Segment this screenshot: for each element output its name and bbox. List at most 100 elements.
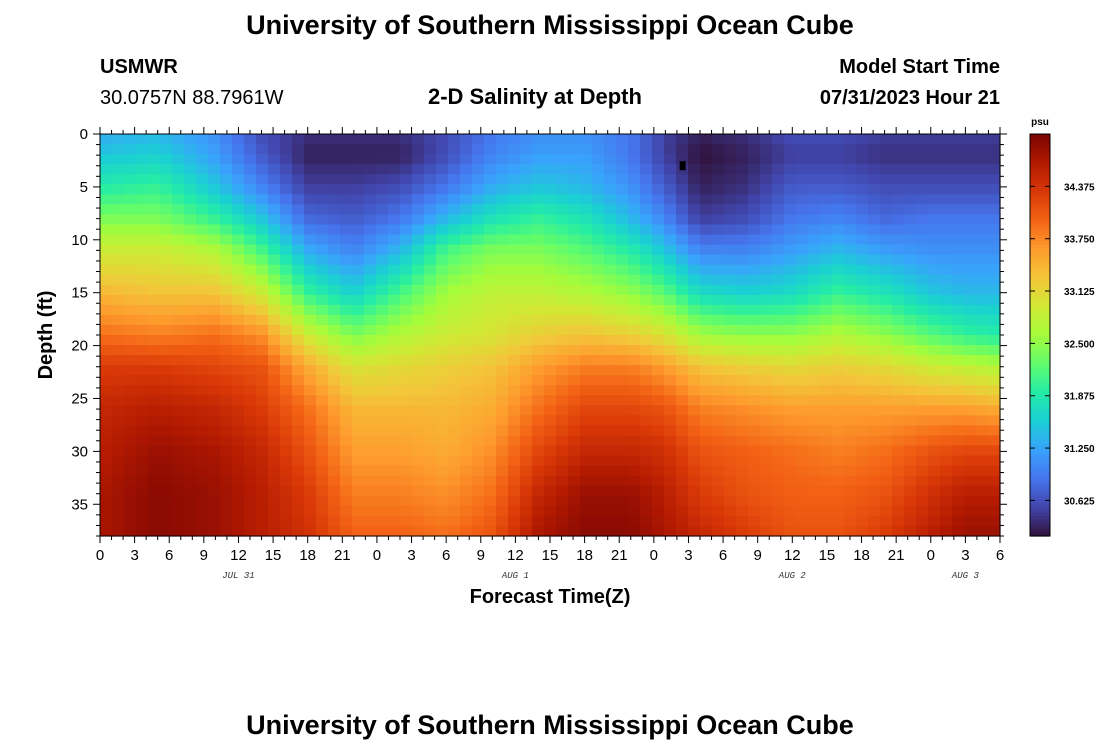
heatmap-cell xyxy=(136,515,149,527)
heatmap-cell xyxy=(460,214,473,226)
heatmap-cell xyxy=(496,465,509,477)
heatmap-cell xyxy=(724,304,737,316)
heatmap-cell xyxy=(940,294,953,306)
heatmap-cell xyxy=(220,144,233,155)
heatmap-cell xyxy=(688,234,701,246)
heatmap-cell xyxy=(136,244,149,256)
heatmap-cell xyxy=(100,154,113,165)
heatmap-cell xyxy=(172,405,185,416)
heatmap-cell xyxy=(328,445,341,457)
heatmap-cell xyxy=(388,435,401,447)
heatmap-cell xyxy=(760,385,773,396)
heatmap-cell xyxy=(868,405,881,416)
heatmap-cell xyxy=(940,234,953,246)
heatmap-cell xyxy=(340,164,353,175)
heatmap-cell xyxy=(556,134,569,145)
heatmap-cell xyxy=(928,355,941,366)
heatmap-cell xyxy=(328,505,341,517)
heatmap-cell xyxy=(172,154,185,165)
heatmap-cell xyxy=(508,174,521,185)
heatmap-cell xyxy=(700,244,713,256)
heatmap-cell xyxy=(436,294,449,306)
heatmap-cell xyxy=(268,365,281,376)
heatmap-cell xyxy=(220,164,233,175)
heatmap-cell xyxy=(952,465,965,477)
heatmap-cell xyxy=(556,495,569,507)
heatmap-cell xyxy=(772,234,785,246)
heatmap-cell xyxy=(676,345,689,356)
heatmap-cell xyxy=(760,134,773,145)
heatmap-cell xyxy=(496,415,509,427)
heatmap-cell xyxy=(784,264,797,276)
heatmap-cell xyxy=(328,254,341,266)
heatmap-cell xyxy=(676,505,689,517)
heatmap-cell xyxy=(640,365,653,376)
heatmap-cell xyxy=(580,435,593,447)
heatmap-cell xyxy=(244,365,257,376)
x-tick-label: 21 xyxy=(611,547,628,564)
heatmap-cell xyxy=(616,154,629,165)
heatmap-cell xyxy=(664,214,677,226)
heatmap-cell xyxy=(952,264,965,276)
heatmap-cell xyxy=(388,164,401,175)
heatmap-cell xyxy=(424,324,437,336)
heatmap-cell xyxy=(184,345,197,356)
heatmap-cell xyxy=(496,154,509,165)
heatmap-cell xyxy=(364,254,377,266)
heatmap-cell xyxy=(688,395,701,406)
heatmap-cell xyxy=(892,475,905,487)
heatmap-cell xyxy=(892,284,905,296)
heatmap-cell xyxy=(184,294,197,306)
heatmap-cell xyxy=(304,214,317,226)
heatmap-cell xyxy=(256,495,269,507)
heatmap-cell xyxy=(520,304,533,316)
heatmap-cell xyxy=(844,415,857,427)
heatmap-cell xyxy=(508,214,521,226)
heatmap-cell xyxy=(244,244,257,256)
heatmap-cell xyxy=(700,525,713,537)
heatmap-cell xyxy=(808,244,821,256)
heatmap-cell xyxy=(832,355,845,366)
heatmap-cell xyxy=(148,515,161,527)
heatmap-cell xyxy=(508,314,521,326)
heatmap-cell xyxy=(616,395,629,406)
heatmap-cell xyxy=(532,184,545,195)
heatmap-cell xyxy=(148,324,161,336)
heatmap-cell xyxy=(184,375,197,386)
heatmap-cell xyxy=(544,335,557,346)
heatmap-cell xyxy=(760,395,773,406)
heatmap-cell xyxy=(400,465,413,477)
heatmap-cell xyxy=(916,485,929,497)
heatmap-cell xyxy=(400,274,413,286)
heatmap-cell xyxy=(268,445,281,457)
heatmap-cell xyxy=(808,264,821,276)
heatmap-cell xyxy=(136,154,149,165)
heatmap-cell xyxy=(736,184,749,195)
heatmap-cell xyxy=(184,425,197,437)
heatmap-cell xyxy=(712,164,725,175)
heatmap-cell xyxy=(304,365,317,376)
heatmap-cell xyxy=(940,435,953,447)
heatmap-cell xyxy=(832,164,845,175)
heatmap-cell xyxy=(376,304,389,316)
heatmap-cell xyxy=(496,214,509,226)
heatmap-cell xyxy=(424,385,437,396)
heatmap-cell xyxy=(976,184,989,195)
heatmap-cell xyxy=(412,395,425,406)
heatmap-cell xyxy=(220,505,233,517)
heatmap-cell xyxy=(748,445,761,457)
heatmap-cell xyxy=(844,375,857,386)
heatmap-cell xyxy=(808,455,821,467)
heatmap-cell xyxy=(580,234,593,246)
heatmap-cell xyxy=(376,475,389,487)
heatmap-cell xyxy=(352,314,365,326)
heatmap-cell xyxy=(292,254,305,266)
heatmap-cell xyxy=(484,194,497,205)
heatmap-cell xyxy=(724,345,737,356)
heatmap-cell xyxy=(892,304,905,316)
heatmap-cell xyxy=(220,234,233,246)
heatmap-cell xyxy=(436,525,449,537)
heatmap-cell xyxy=(880,294,893,306)
heatmap-cell xyxy=(688,465,701,477)
heatmap-cell xyxy=(508,244,521,256)
